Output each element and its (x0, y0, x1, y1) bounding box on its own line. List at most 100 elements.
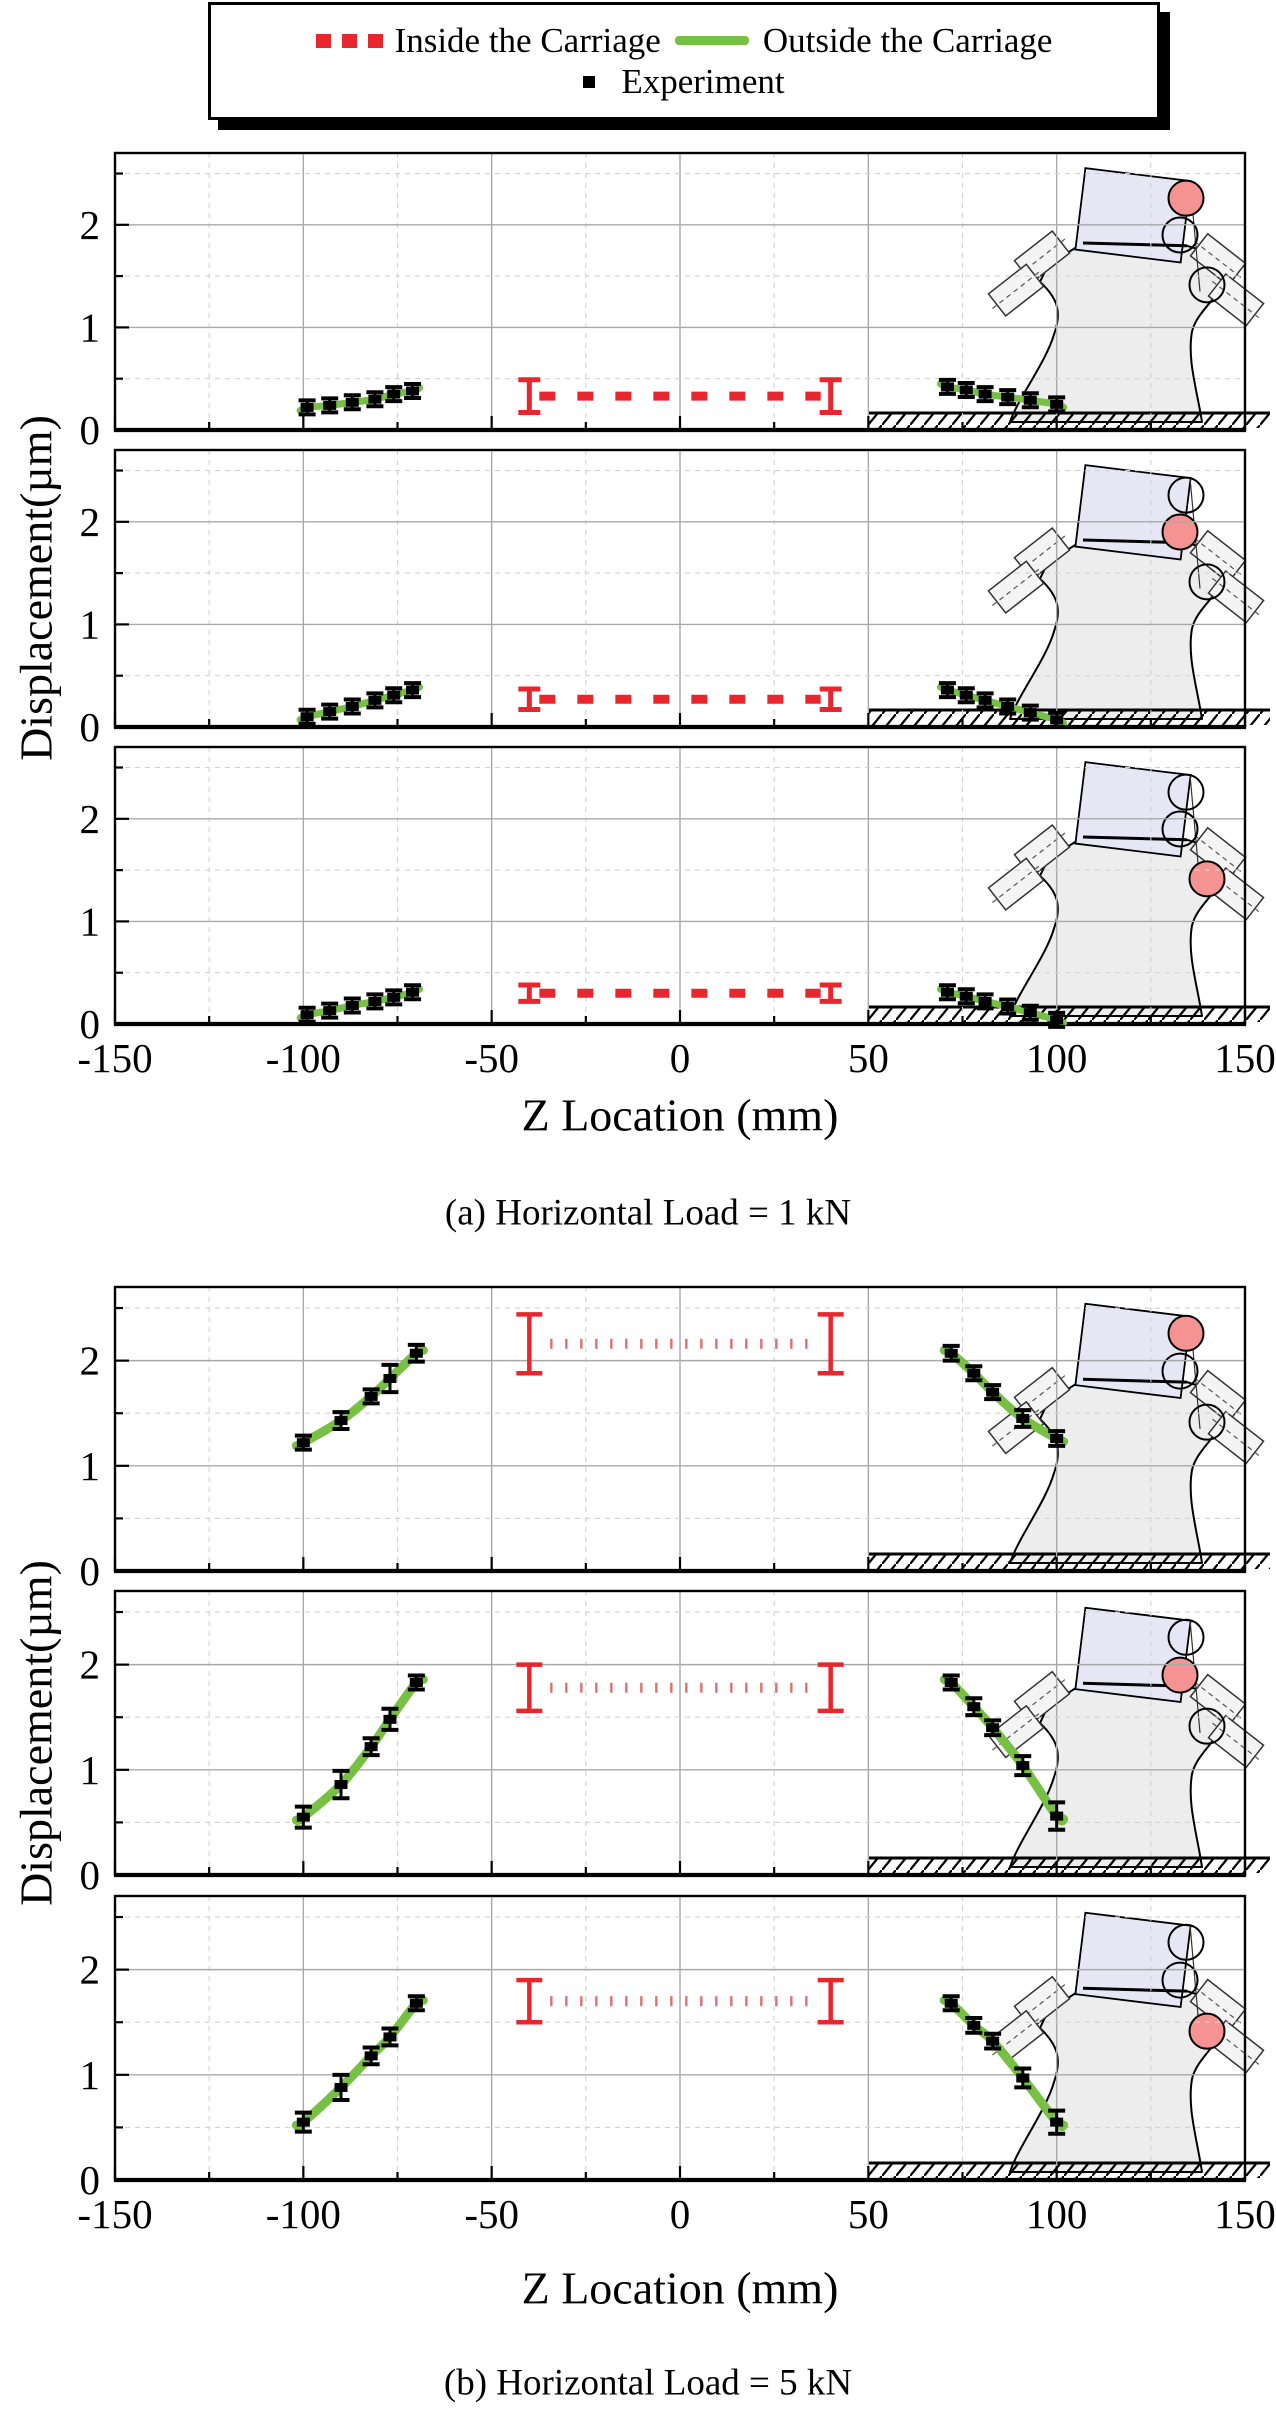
x-axis-title-a: Z Location (mm) (521, 1089, 839, 1141)
y-tick-label: 0 (80, 1001, 101, 1047)
y-tick-label: 1 (80, 1443, 101, 1489)
experiment-point (294, 2110, 312, 2134)
experiment-point (404, 681, 422, 700)
carriage-column-junction-line (1082, 1377, 1188, 1384)
experiment-point (366, 390, 384, 409)
measurement-circle-bottom (1188, 266, 1226, 304)
x-tick-label: 0 (670, 1035, 691, 1081)
y-axis-title-a: Displacement(µm) (10, 415, 62, 761)
x-tick-label: 100 (1026, 2191, 1088, 2237)
experiment-point (1021, 391, 1039, 410)
y-tick-label: 2 (80, 796, 101, 842)
inside-line-error-bar (819, 377, 842, 416)
machine-inset (868, 1606, 1270, 1873)
inside-line-error-bar (518, 982, 541, 1004)
experiment-point (1014, 1408, 1032, 1429)
measurement-circle-middle (1161, 216, 1199, 254)
experiment-point (294, 1804, 312, 1830)
measurement-circle-bottom (1188, 1707, 1226, 1745)
experiment-point (957, 380, 975, 399)
experiment-point (938, 377, 956, 396)
inside-carriage-line (550, 1682, 808, 1693)
experiment-point (366, 691, 384, 710)
x-tick-label: -150 (77, 1035, 152, 1081)
y-axis-title-b: Displacement(µm) (10, 1560, 62, 1906)
measurement-circle-top (1167, 1618, 1205, 1656)
inside-carriage-line (550, 1996, 808, 2007)
experiment-point (321, 396, 339, 415)
panel-a: 0 1 2 0 1 2 0 1 2 -150 -100 -50 0 50 100 150 (77, 151, 1276, 1081)
experiment-point (332, 1410, 350, 1431)
x-axis-title-b: Z Location (mm) (521, 2262, 839, 2314)
experiment-point (381, 1362, 399, 1395)
experiment-point (1014, 1754, 1032, 1778)
measurement-circle-middle (1161, 1352, 1199, 1390)
experiment-point (965, 2016, 983, 2035)
experiment-point (942, 1994, 960, 2013)
experiment-point (385, 686, 403, 705)
x-tick-label: 0 (670, 2191, 691, 2237)
experiment-point (404, 382, 422, 401)
experiment-points (298, 983, 422, 1024)
experiment-point (938, 681, 956, 700)
experiment-point (1014, 2066, 1032, 2090)
experiment-point (343, 996, 361, 1015)
y-tick-label: 2 (80, 1642, 101, 1688)
subplot-b2: 0 1 2 (80, 1589, 1270, 1898)
ground-hatch (868, 413, 1270, 428)
experiment-point (976, 691, 994, 710)
experiment-points (298, 382, 422, 417)
subplot-b1: 0 1 2 (80, 1285, 1270, 1594)
x-tick-label: 150 (1214, 2191, 1276, 2237)
subplot-a1: 0 1 2 (80, 151, 1270, 453)
y-tick-label: 2 (80, 202, 101, 248)
experiment-point (942, 1343, 960, 1363)
y-tick-label: 2 (80, 1338, 101, 1384)
machine-carriage (1074, 1302, 1192, 1400)
experiment-point (321, 702, 339, 721)
inside-line-error-bar (518, 686, 541, 713)
experiment-points (938, 377, 1066, 414)
x-tick-label: 50 (848, 1035, 889, 1081)
inside-line-error-bar (817, 1662, 844, 1714)
y-tick-label: 1 (80, 1747, 101, 1793)
experiment-point (984, 1718, 1002, 1738)
outside-line-left (291, 1995, 428, 2131)
ground-hatch (868, 1554, 1270, 1569)
legend-row-2: Experiment (583, 64, 785, 99)
legend-label-inside: Inside the Carriage (394, 21, 661, 60)
experiment-point (1048, 2108, 1066, 2136)
machine-inset (868, 1911, 1270, 2178)
measurement-circle-middle (1161, 1656, 1199, 1694)
machine-carriage (1074, 761, 1192, 858)
outside-line-left (291, 1345, 428, 1451)
measurement-circle-top (1167, 1923, 1205, 1961)
measurement-circle-top (1167, 773, 1205, 811)
carriage-column-junction-line (1082, 1986, 1188, 1993)
experiment-point (1021, 703, 1039, 722)
experiment-point (332, 1768, 350, 1801)
experiment-point (381, 2026, 399, 2048)
x-tick-label: -100 (266, 1035, 341, 1081)
experiment-point (965, 1364, 983, 1383)
y-tick-label: 1 (80, 2052, 101, 2098)
experiment-point (343, 393, 361, 412)
experiment-point (999, 388, 1017, 407)
roller-icon (987, 857, 1045, 911)
experiment-point (294, 1433, 312, 1452)
carriage-column-junction-line (1082, 835, 1188, 842)
experiment-point (984, 2031, 1002, 2051)
measurement-circle-bottom (1188, 860, 1226, 898)
outside-line-left (291, 1674, 428, 1826)
y-tick-label: 1 (80, 601, 101, 647)
ground-hatch (868, 2163, 1270, 2178)
experiment-point (957, 686, 975, 705)
experiment-point (298, 1005, 316, 1024)
experiment-points (942, 1343, 1066, 1448)
experiment-point (366, 992, 384, 1011)
experiment-points (298, 681, 422, 726)
experiment-point (362, 1736, 380, 1758)
y-tick-label: 0 (80, 2157, 101, 2203)
measurement-circle-top (1167, 476, 1205, 514)
